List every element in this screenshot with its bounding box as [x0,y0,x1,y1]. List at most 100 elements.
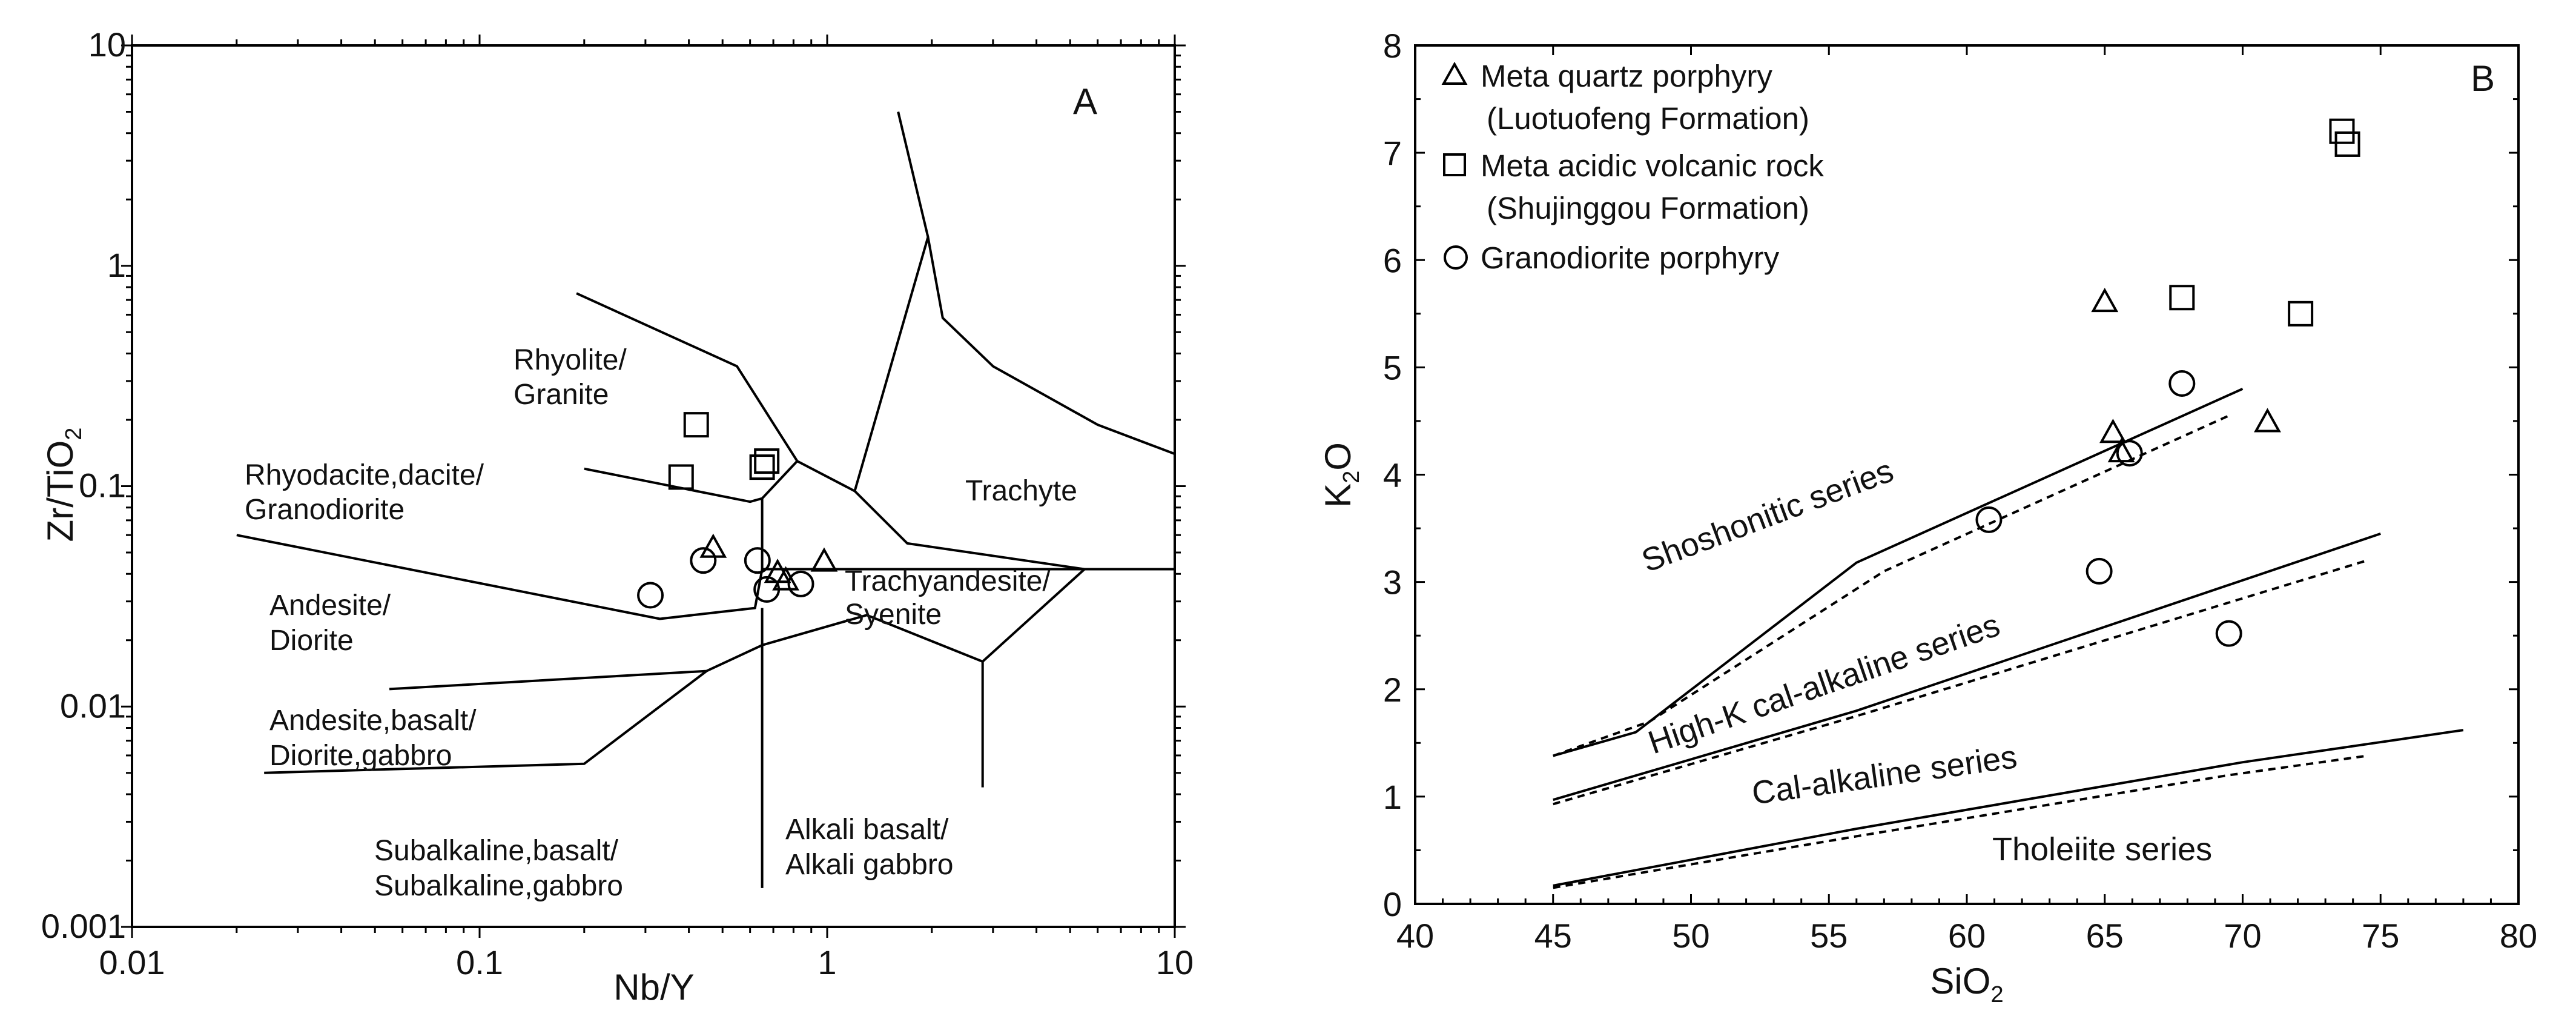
panel-b-point-circle [2086,557,2113,585]
panel-a-point-square [683,412,709,438]
panel-b-y-tick-label: 3 [1383,563,1402,602]
panel-a-point-square [749,454,775,480]
panel-a-boundary-line [584,460,798,503]
region-andesite-basalt-label: Andesite,basalt/ Diorite,gabbro [269,705,484,772]
panel-a-y-tick-label: 0.01 [60,686,126,725]
legend-square-marker [1443,153,1466,176]
panel-b-y-tick-label: 1 [1383,778,1402,816]
panel-b-point-circle [2116,440,2143,467]
panel-a-x-tick-label: 10 [1156,943,1194,981]
panel-a-x-tick-label: 1 [817,943,836,981]
panel-b-y-tick-label: 0 [1383,885,1402,923]
region-rhyodacite-label: Rhyodacite,dacite/ Granodiorite [245,459,492,526]
panel-b-y-axis-title: K2O [1318,442,1364,508]
panel-b-point-square [2288,300,2314,327]
panel-a-point-triangle [699,533,727,558]
panel-b-point-square [2334,131,2360,157]
panel-a-boundary-line [264,670,708,774]
panel-a-y-tick-label: 0.001 [41,907,126,945]
panel-a-y-tick-label: 1 [107,246,126,284]
panel-b-boundary-dashed [1553,414,2230,757]
region-andesite-label: Andesite/ Diorite [269,589,398,657]
panel-b-boundaries [1553,387,2464,889]
legend-item-2-line-2: (Shujinggou Formation) [1487,191,1809,225]
panel-b-x-tick-label: 40 [1396,917,1434,955]
panel-b-x-tick-label: 60 [1948,917,1986,955]
panel-a-point-triangle [772,566,799,591]
legend-triangle-marker [1441,61,1468,85]
legend: Meta quartz porphyry (Luotuofeng Formati… [1441,59,1824,275]
series-label-tholeiite: Tholeiite series [1992,831,2212,868]
panel-b-x-tick-label: 50 [1672,917,1709,955]
panel-b-y-tick-label: 8 [1383,27,1402,65]
region-rhyolite-label: Rhyolite/ Granite [514,344,635,411]
panel-b-x-tick-label: 70 [2224,917,2261,955]
panel-a-point-circle [744,547,771,574]
panel-a-point-triangle [810,547,838,572]
panel-a-y-axis-title: Zr/TiO2 [40,428,87,542]
panel-b-boundary-dashed [1553,754,2367,889]
panel-a-boundary-line [389,568,1086,691]
panel-a-y-tick-label: 0.1 [79,466,126,505]
panel-a-ticks [121,35,1186,938]
region-trachyte-label: Trachyte [965,475,1077,507]
panel-b-boundary-solid [1553,533,2381,802]
panel-b-ticks [1414,44,2520,905]
panel-a-x-tick-label: 0.01 [99,943,165,981]
panel-b-point-circle [2168,370,2196,397]
panel-b-point-square [2169,285,2195,311]
panel-a-y-tick-label: 10 [88,25,126,64]
legend-item-1-line-2: (Luotuofeng Formation) [1487,101,1809,136]
panel-a-label: A [1073,81,1097,122]
region-alkali-basalt-label: Alkali basalt/ Alkali gabbro [785,814,957,881]
panel-b-point-triangle [2091,288,2119,313]
panel-a-boundary-line [576,236,1175,493]
panel-a-point-circle [637,582,664,609]
legend-circle-marker [1444,245,1468,270]
panel-a-boundary-line [236,534,1175,620]
panel-b-y-tick-label: 6 [1383,241,1402,279]
legend-item-3-line-1: Granodiorite porphyry [1481,241,1780,275]
panel-a-point-square [754,448,780,474]
legend-item-2-line-1: Meta acidic volcanic rock [1481,148,1824,183]
panel-b-boundary-solid [1553,729,2464,887]
panel-a-point-circle [787,570,814,597]
panel-b-boundary-dashed [1553,559,2368,806]
panel-b-point-triangle [2254,408,2281,433]
panel-a-point-square [668,464,694,490]
panel-a-point-circle [753,576,781,603]
panel-a-x-axis-title: Nb/Y [613,967,694,1007]
panel-a-boundary-line [854,490,1085,571]
panel-a-point-circle [690,547,717,574]
panel-a-boundaries [236,111,1175,888]
panel-b-point-circle [1975,506,2003,533]
panel-b-y-tick-label: 5 [1383,348,1402,387]
panel-b-label: B [2471,58,2495,99]
panel-b-x-tick-label: 55 [1810,917,1848,955]
panel-b-data-points [1975,118,2360,647]
panel-b-x-axis-title: SiO2 [1930,961,2003,1007]
panel-b-point-square [2329,118,2355,144]
panel-b-x-tick-label: 45 [1534,917,1572,955]
panel-b-point-triangle [2099,419,2127,443]
panel-b-point-circle [2215,620,2242,647]
panel-b-x-tick-label: 65 [2086,917,2124,955]
panel-b-x-tick-label: 80 [2500,917,2537,955]
panel-a-x-tick-label: 0.1 [456,943,503,981]
panel-a-boundary-line [897,111,930,237]
panel-b-boundary-solid [1553,387,2244,757]
legend-item-1-line-1: Meta quartz porphyry [1481,59,1772,93]
region-trachyandesite-label: Trachyandesite/ Syenite [845,565,1058,631]
panel-b-y-tick-label: 2 [1383,671,1402,709]
series-label-cal-alkaline: Cal-alkaline series [1749,739,2019,812]
region-subalkaline-label: Subalkaline,basalt/ Subalkaline,gabbro [374,835,626,902]
panel-b-y-tick-label: 7 [1383,134,1402,172]
panel-b-x-tick-label: 75 [2362,917,2399,955]
panel-b-y-tick-label: 4 [1383,456,1402,494]
panel-a-data-points [637,412,838,609]
